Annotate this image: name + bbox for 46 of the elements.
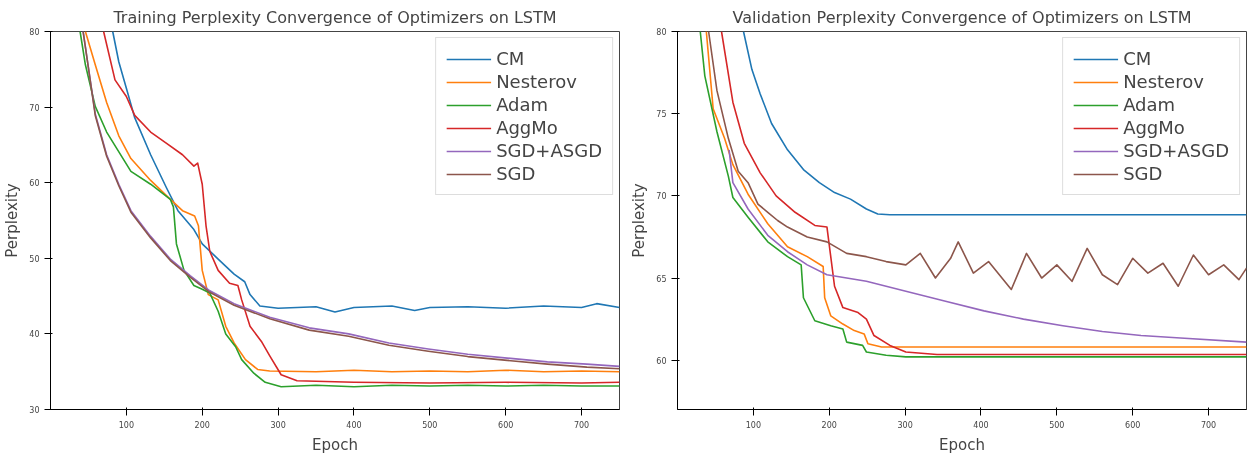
legend-label: CM	[1123, 48, 1152, 69]
y-tick-label: 60	[656, 356, 667, 366]
x-tick-label: 500	[1049, 420, 1065, 430]
legend-label: CM	[496, 48, 525, 69]
y-tick-label: 50	[29, 254, 40, 264]
y-tick-label: 75	[656, 110, 667, 120]
y-tick-label: 65	[656, 274, 667, 284]
chart-title: Training Perplexity Convergence of Optimizers on LSTM	[112, 7, 557, 27]
x-tick-label: 600	[1125, 420, 1141, 430]
y-tick-label: 70	[29, 103, 40, 113]
y-tick-label: 40	[29, 330, 40, 340]
x-tick-label: 400	[973, 420, 989, 430]
x-tick-label: 400	[346, 420, 362, 430]
legend-label: SGD	[496, 163, 536, 184]
y-tick-label: 80	[656, 28, 667, 37]
x-tick-label: 200	[821, 420, 837, 430]
legend-label: SGD+ASGD	[1123, 140, 1229, 161]
x-axis-title: Epoch	[312, 435, 358, 454]
x-tick-label: 300	[270, 420, 286, 430]
x-tick-label: 100	[118, 420, 135, 430]
line-series	[707, 31, 1247, 291]
x-tick-label: 300	[897, 420, 913, 430]
y-axis-title: Perplexity	[630, 183, 649, 258]
legend-label: SGD+ASGD	[496, 140, 602, 161]
y-tick-label: 60	[29, 179, 40, 189]
legend-label: AggMo	[496, 117, 558, 138]
y-tick-label: 70	[656, 192, 667, 202]
x-tick-label: 700	[573, 420, 590, 430]
legend-label: Adam	[1123, 94, 1176, 115]
legend-label: SGD	[1123, 163, 1163, 184]
y-tick-label: 80	[29, 28, 40, 37]
y-tick-label: 30	[29, 406, 40, 415]
x-tick-label: 700	[1200, 420, 1217, 430]
line-series	[111, 31, 620, 313]
legend-label: AggMo	[1123, 117, 1185, 138]
x-tick-label: 600	[498, 420, 514, 430]
legend-label: Nesterov	[1123, 71, 1204, 92]
x-axis-title: Epoch	[939, 435, 985, 454]
legend-label: Nesterov	[496, 71, 577, 92]
chart-title: Validation Perplexity Convergence of Optimizers on LSTM	[732, 7, 1192, 27]
legend-label: Adam	[496, 94, 549, 115]
y-axis-title: Perplexity	[3, 183, 22, 258]
x-tick-label: 500	[422, 420, 438, 430]
x-tick-label: 200	[194, 420, 210, 430]
line-series	[742, 31, 1247, 216]
x-tick-label: 100	[745, 420, 762, 430]
